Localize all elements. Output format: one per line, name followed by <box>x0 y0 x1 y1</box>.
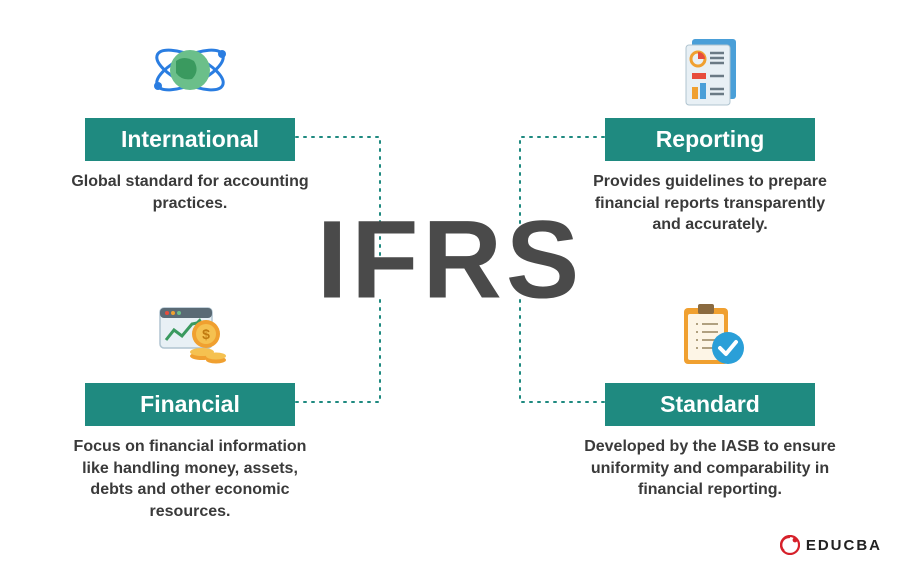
label-standard: Standard <box>605 383 815 426</box>
center-title: IFRS <box>317 196 584 323</box>
quadrant-standard: Standard Developed by the IASB to ensure… <box>580 295 840 501</box>
quadrant-financial: $ Financial Focus on financial informati… <box>60 295 320 522</box>
logo-text: EDUCBA <box>806 537 882 554</box>
label-financial: Financial <box>85 383 295 426</box>
label-international: International <box>85 118 295 161</box>
finance-icon: $ <box>145 295 235 375</box>
desc-standard: Developed by the IASB to ensure uniformi… <box>580 436 840 501</box>
quadrant-reporting: Reporting Provides guidelines to prepare… <box>580 30 840 236</box>
desc-reporting: Provides guidelines to prepare financial… <box>580 171 840 236</box>
desc-international: Global standard for accounting practices… <box>60 171 320 214</box>
report-icon <box>665 30 755 110</box>
logo-mark-icon <box>780 535 800 555</box>
standard-icon <box>665 295 755 375</box>
label-reporting: Reporting <box>605 118 815 161</box>
brand-logo: EDUCBA <box>780 535 882 555</box>
desc-financial: Focus on financial information like hand… <box>60 436 320 522</box>
globe-icon <box>145 30 235 110</box>
quadrant-international: International Global standard for accoun… <box>60 30 320 214</box>
svg-text:$: $ <box>202 326 210 342</box>
